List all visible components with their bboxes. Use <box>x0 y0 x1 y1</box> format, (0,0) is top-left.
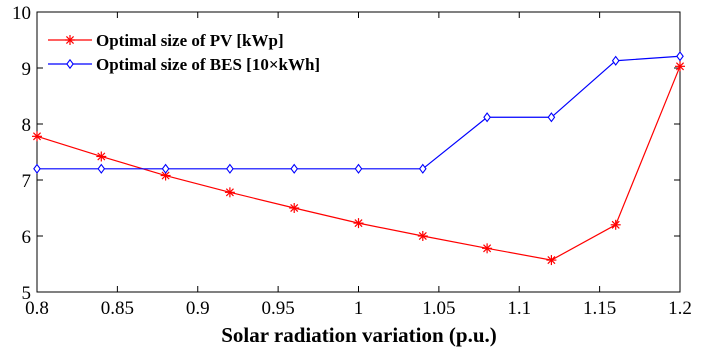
legend-entry: Optimal size of BES [10×kWh] <box>96 55 320 74</box>
y-tick-label: 7 <box>22 171 32 192</box>
data-point-1 <box>161 163 170 174</box>
data-point-0 <box>32 131 42 142</box>
x-tick-label: 1.15 <box>583 298 616 319</box>
series-line-0 <box>36 66 681 261</box>
x-tick-label: 0.8 <box>25 298 49 319</box>
data-point-0 <box>353 218 364 229</box>
data-point-0 <box>546 255 557 266</box>
data-point-1 <box>418 163 427 174</box>
data-point-0 <box>675 61 685 72</box>
x-axis-label: Solar radiation variation (p.u.) <box>221 323 497 347</box>
legend-entry: Optimal size of PV [kWp] <box>96 31 284 50</box>
x-tick-label: 1.05 <box>422 298 455 319</box>
x-tick-label: 0.95 <box>262 298 295 319</box>
y-tick-label: 10 <box>12 3 31 24</box>
data-point-0 <box>224 187 235 198</box>
data-point-1 <box>547 112 556 123</box>
data-point-1 <box>33 163 41 174</box>
x-tick-label: 0.85 <box>101 298 134 319</box>
data-point-1 <box>97 163 106 174</box>
data-point-0 <box>482 243 493 254</box>
data-point-1 <box>226 163 234 174</box>
y-tick-label: 8 <box>22 115 32 136</box>
data-point-1 <box>290 163 299 174</box>
x-tick-label: 1 <box>354 298 364 319</box>
plot-frame <box>36 11 681 293</box>
legend-marker <box>66 58 74 70</box>
x-tick-label: 0.9 <box>186 298 210 319</box>
data-point-1 <box>354 163 363 174</box>
y-tick-label: 5 <box>22 283 32 304</box>
legend-marker <box>65 35 75 45</box>
data-point-0 <box>96 151 107 162</box>
data-point-0 <box>289 203 300 213</box>
data-point-0 <box>610 219 621 230</box>
data-point-1 <box>483 112 491 123</box>
y-tick-label: 9 <box>22 59 32 80</box>
x-tick-label: 1.2 <box>668 298 692 319</box>
data-point-1 <box>676 51 684 62</box>
data-point-1 <box>611 55 620 66</box>
y-tick-label: 6 <box>22 227 32 248</box>
data-point-0 <box>417 231 428 241</box>
x-tick-label: 1.1 <box>507 298 531 319</box>
